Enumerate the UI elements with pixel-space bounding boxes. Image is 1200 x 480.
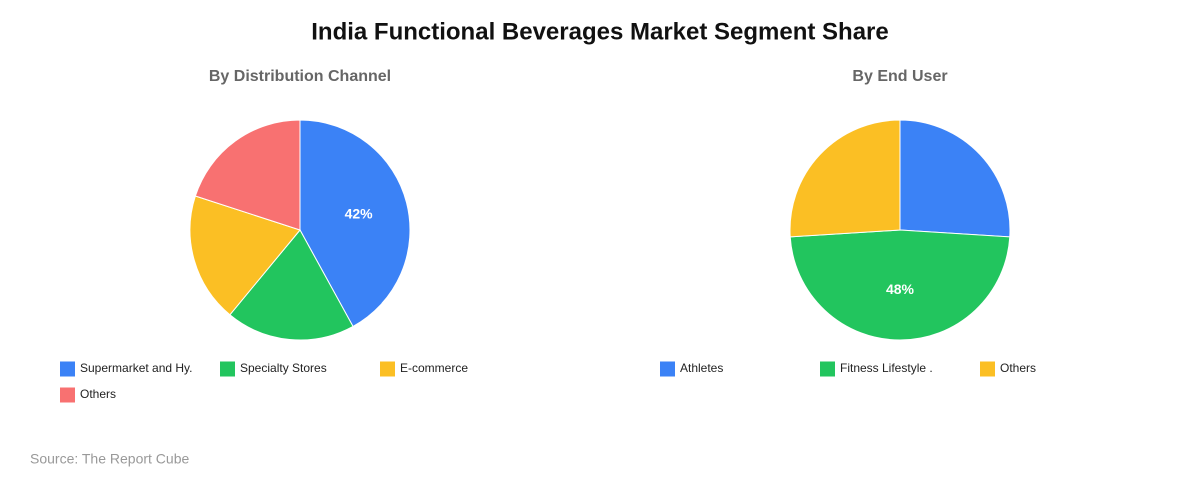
legend-swatch [980, 361, 995, 377]
pie-slice [899, 119, 1011, 238]
legend-swatch [660, 361, 675, 377]
legend-swatch [60, 361, 75, 377]
legend-label: Supermarket and Hy. [80, 361, 193, 375]
pie-title: By Distribution Channel [209, 68, 391, 85]
pie-title: By End User [852, 68, 947, 85]
data-label: 42% [345, 206, 374, 222]
pie-slice [229, 229, 354, 341]
pie-slice [299, 119, 411, 328]
chart-title: India Functional Beverages Market Segmen… [311, 18, 889, 45]
pie-slice [789, 119, 901, 238]
legend-label: Others [1000, 361, 1036, 375]
legend-label: Athletes [680, 361, 723, 375]
source: Source: The Report Cube [30, 451, 189, 467]
pie-slice [189, 195, 301, 316]
pie-slice [789, 229, 1011, 341]
legend-swatch [60, 387, 75, 403]
legend-label: E-commerce [400, 361, 468, 375]
data-label: 48% [886, 281, 915, 297]
pie-slice [194, 119, 301, 231]
legend-swatch [220, 361, 235, 377]
legend-label: Others [80, 387, 116, 401]
legend-label: Fitness Lifestyle . [840, 361, 933, 375]
legend-swatch [380, 361, 395, 377]
legend-swatch [820, 361, 835, 377]
legend-label: Specialty Stores [240, 361, 327, 375]
